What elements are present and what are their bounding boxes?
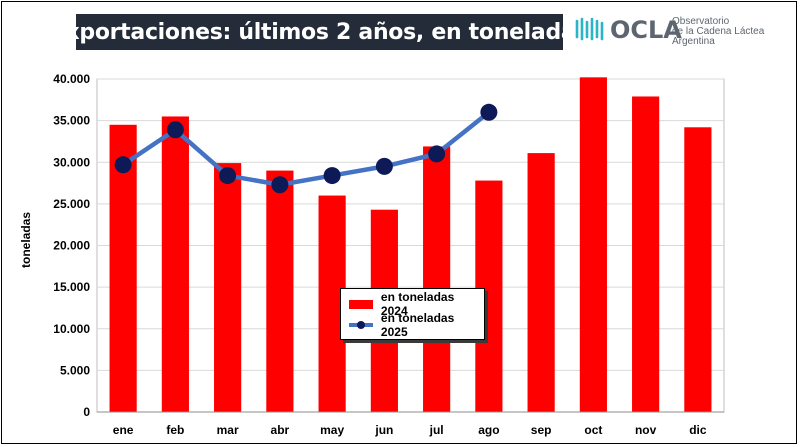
legend-swatch-line [349, 320, 373, 330]
x-tick-label: oct [584, 423, 602, 437]
x-tick-label: jun [374, 423, 393, 437]
x-tick-label: mar [217, 423, 239, 437]
bar-2024-mar [214, 163, 242, 412]
bar-2024-nov [632, 96, 660, 413]
logo-caption: Observatorio de la Cadena Láctea Argenti… [672, 17, 764, 47]
milk-wave-icon [575, 17, 604, 41]
legend-item-2025: en toneladas 2025 [349, 311, 484, 339]
ocla-logo: OCLA Observatorio de la Cadena Láctea Ar… [575, 13, 775, 53]
x-tick-label: feb [166, 423, 184, 437]
x-tick-label: jul [429, 423, 444, 437]
bar-2024-feb [161, 116, 189, 413]
bar-2024-abr [266, 170, 294, 412]
y-tick-label: 15.000 [53, 280, 90, 294]
x-tick-label: ago [478, 423, 499, 437]
point-2025-jun [375, 157, 393, 175]
bar-2024-sep [527, 153, 555, 412]
chart-legend: en toneladas 2024 en toneladas 2025 [340, 288, 485, 340]
x-tick-label: ene [113, 423, 134, 437]
legend-label-2025: en toneladas 2025 [380, 311, 455, 339]
y-tick-label: 35.000 [53, 114, 90, 128]
y-tick-label: 5.000 [60, 363, 90, 377]
point-2025-ene [114, 156, 132, 174]
chart-title: Exportaciones: últimos 2 años, en tonela… [50, 19, 589, 45]
x-tick-label: sep [531, 423, 552, 437]
x-tick-label: may [320, 423, 344, 437]
bar-2024-jul [423, 146, 451, 412]
logo-line-1: Observatorio [672, 16, 730, 27]
point-2025-ago [480, 103, 498, 121]
y-tick-label: 30.000 [53, 155, 90, 169]
legend-label-2024: en toneladas 2024 [380, 290, 455, 318]
point-2025-mar [219, 167, 237, 185]
point-2025-may [323, 167, 341, 185]
x-tick-label: nov [635, 423, 657, 437]
y-tick-label: 40.000 [53, 72, 90, 86]
line-2025 [121, 110, 491, 187]
x-tick-label: abr [271, 423, 290, 437]
x-tick-label: dic [689, 423, 707, 437]
legend-swatch-bar [349, 299, 373, 309]
bar-2024-dic [684, 127, 712, 412]
title-banner: Exportaciones: últimos 2 años, en tonela… [51, 14, 589, 50]
point-2025-abr [271, 176, 289, 194]
bar-2024-oct [579, 77, 607, 413]
logo-line-2: de la Cadena Láctea [672, 26, 765, 37]
logo-line-3: Argentina [672, 36, 715, 47]
y-tick-label: 10.000 [53, 322, 90, 336]
point-2025-jul [428, 145, 446, 163]
point-2025-feb [166, 121, 184, 139]
legend-item-2024: en toneladas 2024 [349, 290, 484, 318]
logo-wordmark: OCLA [610, 16, 682, 44]
y-tick-label: 0 [83, 405, 90, 419]
y-tick-label: 20.000 [53, 239, 90, 253]
y-tick-label: 25.000 [53, 197, 90, 211]
